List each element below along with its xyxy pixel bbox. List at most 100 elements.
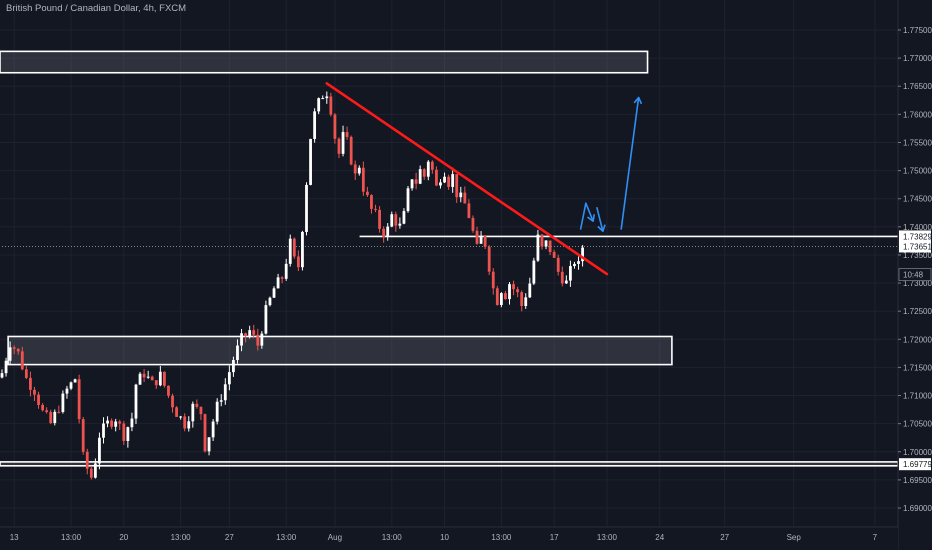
- candle-body: [569, 266, 572, 281]
- candle-body: [560, 271, 564, 284]
- candle: [191, 401, 195, 428]
- candle-body: [296, 256, 300, 268]
- candle: [321, 95, 325, 100]
- candle: [248, 325, 252, 339]
- candle: [260, 331, 264, 349]
- candle: [122, 421, 126, 445]
- candle-body: [207, 437, 211, 452]
- candle: [512, 280, 515, 296]
- candle-body: [118, 421, 122, 424]
- candle: [451, 167, 455, 193]
- price-tick-label: 1.71500: [903, 363, 932, 372]
- candle-body: [4, 360, 8, 374]
- candle: [487, 245, 491, 276]
- candle-body: [422, 169, 426, 177]
- price-tick-label: 1.76500: [903, 82, 932, 91]
- candle-body: [410, 179, 414, 189]
- candle: [386, 223, 390, 241]
- time-tick-label: 7: [873, 533, 878, 542]
- price-tag-label: 10:48: [903, 271, 924, 280]
- candle: [357, 165, 361, 176]
- candle: [495, 285, 499, 306]
- candle-body: [57, 411, 61, 413]
- candle: [544, 240, 548, 250]
- candle-body: [577, 261, 580, 264]
- candle-body: [512, 284, 515, 290]
- candle-body: [126, 427, 130, 441]
- candle: [158, 366, 162, 387]
- candle-body: [85, 451, 89, 469]
- candle: [548, 240, 552, 256]
- candle: [516, 286, 520, 298]
- candle-body: [77, 379, 81, 420]
- arrow-head-0: [587, 214, 596, 222]
- candle-body: [89, 468, 93, 478]
- candle-body: [313, 111, 317, 139]
- candle: [284, 258, 288, 281]
- candle-body: [232, 360, 235, 373]
- candle: [49, 409, 53, 425]
- price-tag: 1.69779: [899, 458, 932, 471]
- candle-body: [102, 423, 105, 438]
- candle-body: [37, 394, 40, 405]
- candle-body: [317, 98, 321, 112]
- price-tick-label: 1.72000: [903, 335, 932, 344]
- candle-body: [418, 169, 422, 184]
- candle-body: [402, 211, 406, 224]
- candle: [471, 215, 475, 233]
- candle: [29, 371, 32, 397]
- candle-body: [487, 246, 491, 272]
- price-tick-label: 1.69500: [903, 476, 932, 485]
- candle: [426, 160, 430, 181]
- candle-body: [394, 214, 398, 226]
- candle: [114, 418, 118, 432]
- candle: [20, 346, 24, 371]
- candle-body: [439, 182, 442, 186]
- candle: [134, 383, 138, 424]
- price-tag: 10:48: [898, 268, 932, 281]
- candle: [268, 296, 272, 307]
- projection-arrows: [579, 96, 643, 233]
- candle-body: [53, 411, 57, 424]
- candle: [443, 172, 446, 184]
- candle: [366, 186, 369, 197]
- candle-body: [443, 176, 446, 183]
- candle: [422, 168, 426, 180]
- price-tick-label: 1.72500: [903, 307, 932, 316]
- candle: [110, 418, 114, 430]
- candle: [256, 328, 260, 351]
- candle: [390, 211, 394, 228]
- price-tag-label: 1.69779: [903, 460, 932, 469]
- candle: [540, 233, 544, 250]
- candle: [272, 286, 276, 298]
- candle-body: [536, 234, 540, 261]
- candle-body: [260, 333, 264, 346]
- candle: [410, 179, 414, 191]
- candle-body: [41, 404, 44, 411]
- candle-body: [171, 395, 174, 408]
- candle-body: [345, 132, 349, 137]
- candle-body: [98, 437, 101, 464]
- candle-body: [252, 330, 256, 335]
- candle-body: [292, 238, 296, 257]
- candle: [126, 426, 130, 448]
- candle: [345, 126, 349, 140]
- candle: [77, 374, 81, 424]
- candle-body: [69, 382, 73, 389]
- price-tick-label: 1.73500: [903, 251, 932, 260]
- candle-body: [175, 407, 178, 417]
- candle-body: [495, 288, 499, 306]
- candle-body: [540, 234, 544, 247]
- candle-body: [65, 388, 69, 394]
- candle-body: [130, 418, 134, 428]
- candle: [508, 282, 511, 305]
- candle-body: [211, 421, 215, 438]
- candle-body: [528, 283, 532, 298]
- candle: [154, 380, 158, 389]
- candle: [483, 235, 487, 250]
- candle-body: [183, 416, 187, 429]
- candle-body: [337, 138, 341, 154]
- candle: [305, 182, 308, 236]
- candle: [8, 341, 12, 365]
